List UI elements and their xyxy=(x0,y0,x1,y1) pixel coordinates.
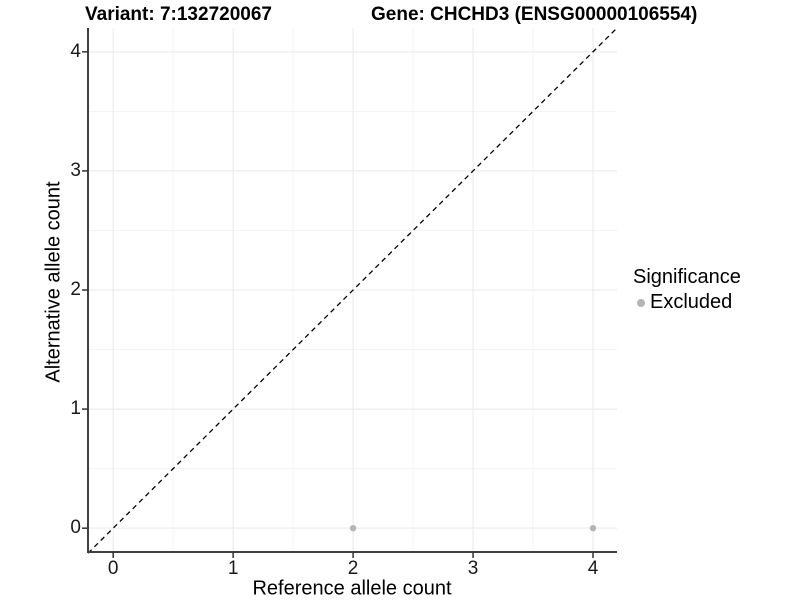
scatter-plot-panel xyxy=(82,27,618,558)
data-point-excluded xyxy=(589,524,597,532)
excluded-point-icon xyxy=(637,298,645,307)
plot-title-variant: Variant: 7:132720067 xyxy=(85,4,272,25)
x-tick-label-2: 2 xyxy=(347,558,359,579)
y-tick-label-0: 0 xyxy=(70,517,81,539)
y-tick-label-1: 1 xyxy=(70,398,81,420)
plot-title-gene: Gene: CHCHD3 (ENSG00000106554) xyxy=(371,4,698,25)
y-axis-title: Alternative allele count xyxy=(42,181,65,383)
y-tick-label-2: 2 xyxy=(70,279,81,300)
x-tick-label-3: 3 xyxy=(467,558,479,579)
data-point-excluded xyxy=(349,524,357,532)
identity-line xyxy=(87,27,618,554)
legend-entry-excluded: Excluded xyxy=(633,291,741,314)
legend: Significance Excluded xyxy=(633,266,741,314)
y-tick-label-3: 3 xyxy=(70,159,81,181)
x-axis-title: Reference allele count xyxy=(252,577,452,600)
x-tick-label-1: 1 xyxy=(227,558,239,579)
legend-title: Significance xyxy=(633,266,741,288)
x-tick-label-0: 0 xyxy=(107,558,119,579)
y-tick-label-4: 4 xyxy=(70,40,81,62)
x-tick-label-4: 4 xyxy=(587,558,599,579)
legend-entry-label: Excluded xyxy=(650,291,733,313)
